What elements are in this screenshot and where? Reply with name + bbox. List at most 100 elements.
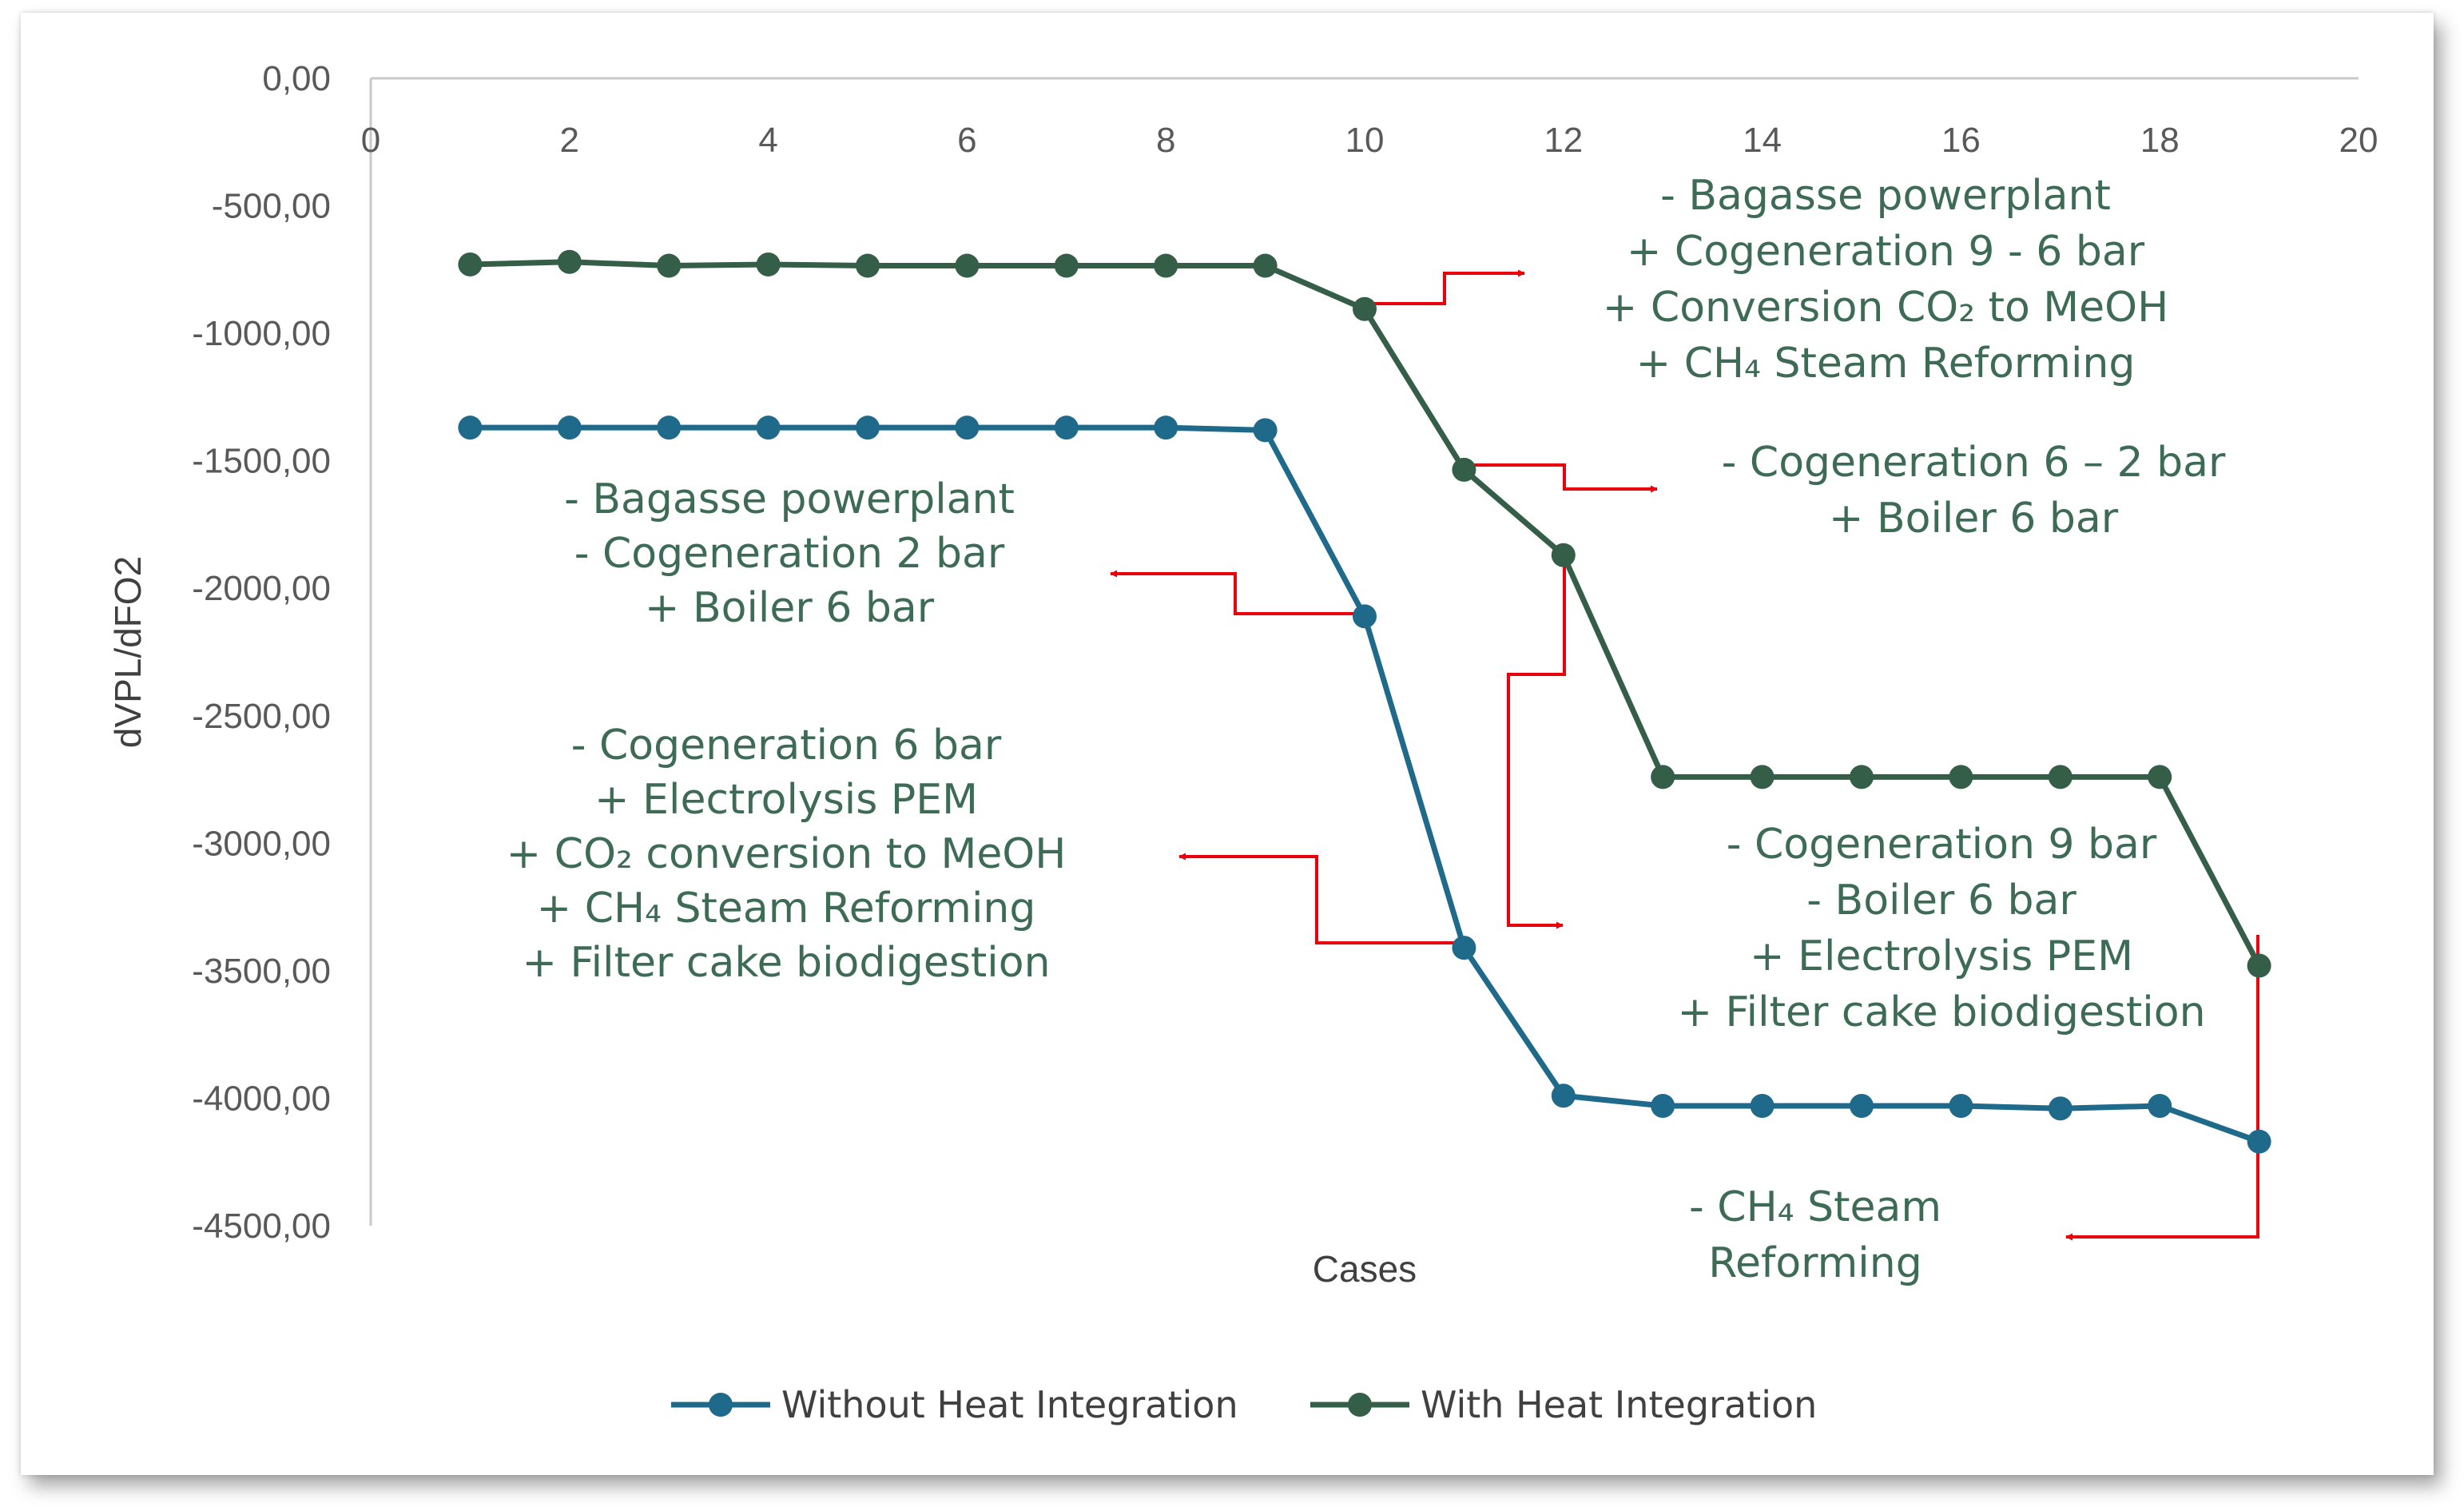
legend-label: With Heat Integration — [1421, 1383, 1817, 1426]
data-point — [2048, 765, 2073, 789]
legend: Without Heat Integration With Heat Integr… — [671, 1383, 1817, 1426]
data-point — [2247, 1129, 2271, 1154]
data-point — [1353, 604, 1377, 629]
annotation-line: Reforming — [1708, 1239, 1922, 1287]
data-point — [1154, 253, 1178, 278]
data-point — [1949, 1094, 1973, 1119]
data-point — [657, 416, 682, 440]
data-point — [1551, 543, 1576, 567]
series-lines — [458, 249, 2271, 1154]
data-point — [1154, 416, 1178, 440]
x-tick-labels: 0 2 4 6 8 10 12 14 16 18 20 — [361, 121, 2379, 160]
chart-frame — [21, 13, 2434, 1475]
legend-swatch-marker — [1348, 1393, 1372, 1417]
x-tick-label: 8 — [1156, 121, 1175, 160]
annotation-arrow — [2065, 935, 2259, 1241]
annotation-line: - CH₄ Steam — [1689, 1183, 1941, 1231]
legend-label: Without Heat Integration — [781, 1383, 1238, 1426]
data-point — [1054, 253, 1079, 278]
data-point — [756, 252, 781, 276]
data-point — [856, 416, 880, 440]
annotation-a5: - Cogeneration 9 bar - Boiler 6 bar + Elec… — [1677, 821, 2205, 1036]
annotation-line: + Electrolysis PEM — [594, 776, 978, 824]
annotation-arrow — [1462, 463, 1658, 493]
y-tick-label: -1000,00 — [192, 314, 331, 353]
x-tick-label: 12 — [1544, 121, 1583, 160]
annotation-a2: - Cogeneration 6 – 2 bar + Boiler 6 bar — [1722, 439, 2226, 543]
annotation-line: - Bagasse powerplant — [1660, 172, 2111, 220]
y-tick-label: -4500,00 — [192, 1207, 331, 1246]
annotation-arrow — [1110, 570, 1365, 615]
x-axis-title: Cases — [1313, 1248, 1417, 1290]
data-point — [557, 416, 582, 440]
x-tick-label: 14 — [1743, 121, 1782, 160]
data-point — [1850, 1094, 1874, 1119]
annotation-line: - Cogeneration 6 bar — [571, 722, 1002, 769]
data-point — [1452, 936, 1476, 960]
data-point — [1750, 765, 1774, 789]
annotation-line: - Bagasse powerplant — [564, 475, 1015, 523]
annotation-arrow — [1365, 269, 1525, 305]
data-point — [2148, 1094, 2172, 1119]
annotation-a1: - Bagasse powerplant + Cogeneration 9 - 6… — [1603, 172, 2168, 388]
annotation-line: - Cogeneration 9 bar — [1727, 821, 2157, 869]
annotation-line: + CO₂ conversion to MeOH — [507, 830, 1067, 878]
y-tick-labels: 0,00 -500,00 -1000,00 -1500,00 -2000,00 -2500… — [192, 59, 331, 1246]
data-point — [1253, 418, 1278, 443]
data-point — [1353, 296, 1377, 321]
data-point — [955, 253, 980, 278]
x-tick-label: 18 — [2140, 121, 2180, 160]
annotations: - Bagasse powerplant + Cogeneration 9 - 6… — [507, 172, 2226, 1287]
x-tick-label: 10 — [1345, 121, 1385, 160]
legend-swatch-marker — [709, 1393, 733, 1417]
annotation-a4: - Cogeneration 6 bar + Electrolysis PEM + … — [507, 722, 1067, 987]
data-point — [1651, 765, 1675, 789]
data-point — [458, 252, 483, 276]
annotation-line: + Filter cake biodigestion — [1677, 988, 2205, 1036]
data-point — [756, 416, 781, 440]
data-point — [657, 253, 682, 278]
y-axis-title: dVPL/dFO2 — [107, 556, 149, 748]
annotation-arrow — [1178, 853, 1462, 944]
data-point — [1949, 765, 1973, 789]
data-point — [557, 249, 582, 274]
data-point — [1452, 457, 1476, 482]
x-tick-label: 20 — [2339, 121, 2379, 160]
data-point — [1253, 253, 1278, 278]
y-tick-label: -1500,00 — [192, 442, 331, 481]
data-point — [1651, 1094, 1675, 1119]
annotation-line: + Boiler 6 bar — [1829, 495, 2119, 543]
annotation-line: + Electrolysis PEM — [1750, 932, 2133, 980]
annotation-line: - Cogeneration 6 – 2 bar — [1722, 439, 2226, 487]
data-point — [2148, 765, 2172, 789]
x-tick-label: 6 — [957, 121, 976, 160]
annotation-line: + CH₄ Steam Reforming — [537, 885, 1036, 932]
x-tick-label: 4 — [758, 121, 777, 160]
annotation-arrow — [1507, 556, 1566, 929]
data-point — [955, 416, 980, 440]
y-tick-label: -4000,00 — [192, 1079, 331, 1118]
y-tick-label: -500,00 — [212, 187, 331, 226]
annotation-line: + CH₄ Steam Reforming — [1636, 340, 2136, 388]
data-point — [2048, 1096, 2073, 1121]
x-tick-label: 0 — [361, 121, 380, 160]
legend-item-with-heat-integration: With Heat Integration — [1310, 1383, 1817, 1426]
annotation-line: + Filter cake biodigestion — [522, 939, 1050, 987]
x-tick-label: 2 — [560, 121, 579, 160]
data-point — [2247, 953, 2271, 978]
data-point — [856, 253, 880, 278]
annotation-a6: - CH₄ Steam Reforming — [1689, 1183, 1941, 1287]
data-point — [1054, 416, 1079, 440]
legend-item-without-heat-integration: Without Heat Integration — [671, 1383, 1238, 1426]
data-point — [1850, 765, 1874, 789]
annotation-line: + Conversion CO₂ to MeOH — [1603, 284, 2168, 332]
axes — [369, 77, 2359, 1226]
x-tick-label: 16 — [1941, 121, 1981, 160]
annotation-line: - Boiler 6 bar — [1806, 877, 2077, 924]
data-point — [1750, 1094, 1774, 1119]
annotation-line: - Cogeneration 2 bar — [574, 530, 1005, 578]
y-tick-label: -2000,00 — [192, 569, 331, 608]
y-tick-label: -3500,00 — [192, 952, 331, 991]
annotation-a3: - Bagasse powerplant - Cogeneration 2 bar… — [564, 475, 1015, 632]
